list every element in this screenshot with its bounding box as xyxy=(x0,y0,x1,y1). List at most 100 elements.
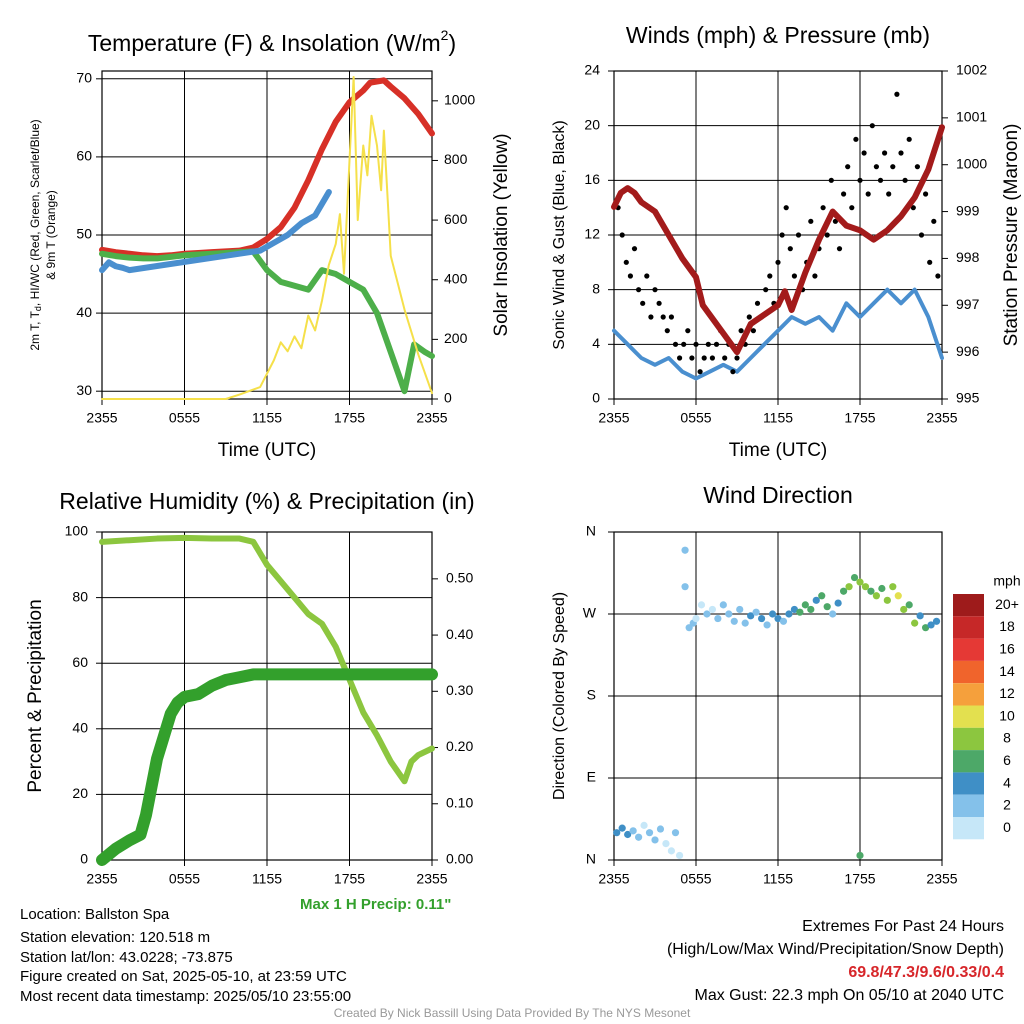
gust-point xyxy=(664,328,670,334)
x-tick-label: 2355 xyxy=(598,871,629,887)
y-tick-label-left: 60 xyxy=(76,148,92,164)
y-tick-label-right: 0.20 xyxy=(446,738,473,754)
colorbar-unit: mph xyxy=(993,573,1020,589)
max-precip-text: Max 1 H Precip: 0.11" xyxy=(300,896,452,913)
gust-point xyxy=(894,91,900,97)
credit-text: Created By Nick Bassill Using Data Provi… xyxy=(333,1006,691,1020)
y-tick-label-left: N xyxy=(586,523,596,539)
y-tick-label-right: 995 xyxy=(956,390,980,406)
gust-point xyxy=(701,355,707,361)
x-tick-label: 2355 xyxy=(416,410,447,426)
direction-point xyxy=(676,851,684,860)
x-axis-label: Time (UTC) xyxy=(729,440,828,461)
direction-point xyxy=(834,599,842,607)
y-axis-label-left: 2m T, Td, HI/WC (Red, Green, Scarlet/Blu… xyxy=(28,119,43,350)
colorbar-swatch xyxy=(953,772,984,795)
direction-point xyxy=(651,836,659,844)
gust-point xyxy=(890,164,896,170)
y-tick-label-left: 60 xyxy=(72,654,88,670)
direction-point xyxy=(856,578,864,586)
direction-point xyxy=(779,617,788,625)
gust-point xyxy=(849,205,855,211)
location-text: Location: Ballston Spa xyxy=(20,906,170,923)
y-tick-label-left: 50 xyxy=(76,226,92,242)
y-tick-label-right: 400 xyxy=(444,270,468,286)
y-tick-label-left: 16 xyxy=(584,171,600,187)
direction-point xyxy=(768,610,777,618)
y-axis-label-left-2: & 9m T (Orange) xyxy=(44,190,58,280)
gust-point xyxy=(918,232,925,238)
colorbar-label: 12 xyxy=(999,685,1015,701)
gust-point xyxy=(730,369,736,375)
gust-point xyxy=(746,314,752,320)
x-tick-label: 2355 xyxy=(86,871,117,887)
y-axis-label-left: Sonic Wind & Gust (Blue, Black) xyxy=(551,120,568,349)
gust-point xyxy=(865,191,871,197)
gust-point xyxy=(877,177,884,183)
gust-point xyxy=(709,355,716,361)
gust-point xyxy=(861,150,867,156)
x-tick-label: 0555 xyxy=(680,871,711,887)
gust-point xyxy=(713,341,720,347)
colorbar-label: 18 xyxy=(999,618,1015,634)
gust-point xyxy=(656,300,662,306)
direction-point xyxy=(829,610,837,618)
series-line-relative-humidity xyxy=(99,534,435,785)
gust-point xyxy=(722,355,728,361)
y-tick-label-right: 999 xyxy=(956,202,980,218)
y-tick-label-right: 800 xyxy=(444,151,468,167)
y-axis-label-left: Direction (Colored By Speed) xyxy=(551,592,568,800)
direction-point xyxy=(725,610,733,618)
series-line-wc xyxy=(99,189,332,274)
colorbar-label: 0 xyxy=(1003,819,1011,835)
direction-point xyxy=(714,614,722,623)
direction-point xyxy=(872,592,881,600)
direction-point xyxy=(861,583,870,591)
y-tick-label-right: 1000 xyxy=(956,155,987,171)
y-tick-label-right: 0.10 xyxy=(446,794,473,810)
x-tick-label: 1755 xyxy=(334,410,365,426)
y-tick-label-right: 200 xyxy=(444,330,468,346)
direction-point xyxy=(900,605,908,614)
latlon-text: Station lat/lon: 43.0228; -73.875 xyxy=(20,949,233,966)
direction-point xyxy=(635,833,643,841)
gust-point xyxy=(914,164,921,170)
y-tick-label-left: 8 xyxy=(592,280,600,296)
direction-point xyxy=(624,830,632,839)
x-tick-label: 1755 xyxy=(844,871,875,887)
y-tick-label-left: 40 xyxy=(76,304,92,320)
gust-point xyxy=(779,232,785,238)
direction-point xyxy=(703,610,711,618)
gust-point xyxy=(705,341,711,347)
chart-title: Wind Direction xyxy=(703,482,853,508)
colorbar-swatch xyxy=(953,794,984,817)
gust-point xyxy=(931,218,937,224)
y-tick-label-right: 0.30 xyxy=(446,682,473,698)
direction-point xyxy=(730,617,738,625)
direction-point xyxy=(790,605,799,614)
direction-point xyxy=(889,583,897,591)
gust-point xyxy=(672,341,679,347)
gust-point xyxy=(640,300,646,306)
direction-point xyxy=(867,587,875,595)
direction-point xyxy=(747,612,755,620)
gust-point xyxy=(828,177,834,183)
direction-point xyxy=(629,827,637,835)
direction-point xyxy=(894,592,902,600)
gust-point xyxy=(636,287,642,293)
direction-point xyxy=(656,825,665,833)
chart-title: Winds (mph) & Pressure (mb) xyxy=(626,22,930,48)
gust-point xyxy=(697,369,703,375)
gust-point xyxy=(869,123,875,129)
colorbar-swatch xyxy=(953,817,984,840)
y-tick-label-right: 1001 xyxy=(956,109,987,125)
gust-point xyxy=(644,273,650,279)
y-tick-label-left: 12 xyxy=(584,226,600,242)
gust-point xyxy=(853,136,859,142)
series-line-sonic-wind xyxy=(612,287,944,381)
gust-point xyxy=(808,218,814,224)
direction-point xyxy=(927,621,935,629)
y-tick-label-left: S xyxy=(587,687,596,703)
x-tick-label: 2355 xyxy=(926,871,957,887)
y-tick-label-right: 0.40 xyxy=(446,626,473,642)
